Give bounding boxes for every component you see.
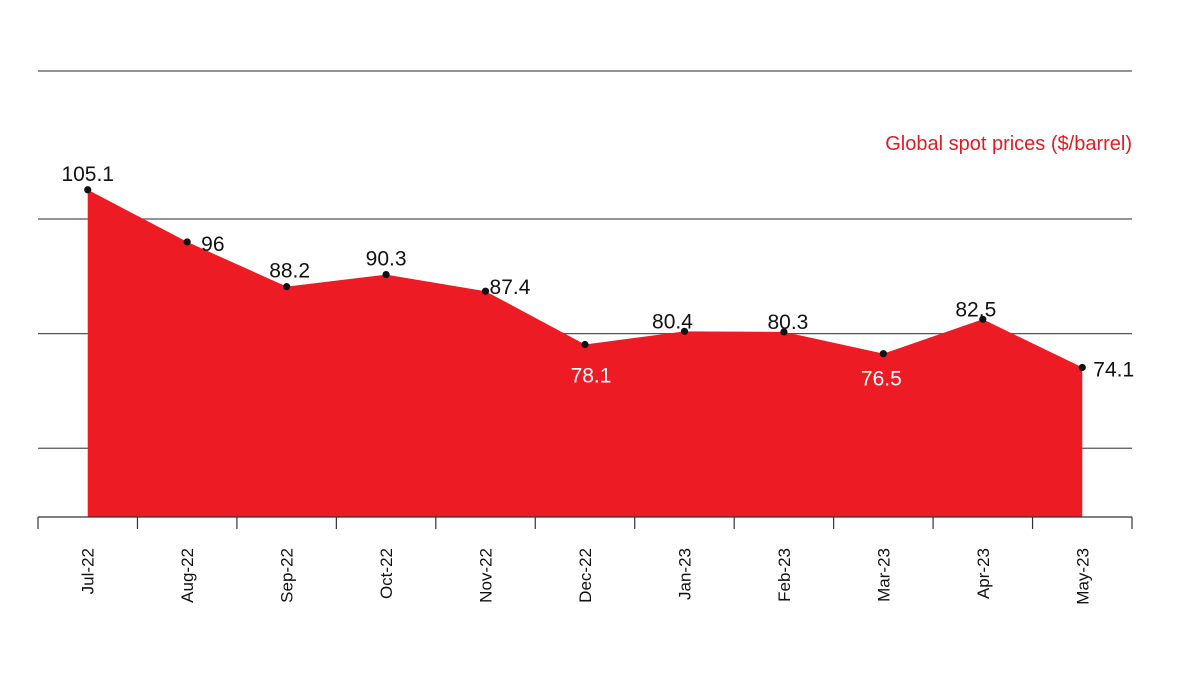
data-point	[581, 340, 589, 349]
series-title: Global spot prices ($/barrel)	[885, 133, 1132, 155]
data-label: 80.4	[652, 310, 693, 333]
x-tick-label: Sep-22	[278, 548, 297, 603]
data-point	[1078, 363, 1086, 372]
data-label: 96	[201, 233, 224, 256]
data-label: 74.1	[1093, 358, 1134, 381]
x-tick-label: Jan-23	[675, 548, 694, 600]
data-point	[283, 283, 291, 291]
data-point	[84, 186, 92, 194]
data-label: 78.1	[571, 365, 612, 388]
data-point	[382, 270, 390, 279]
x-tick-label: Oct-22	[377, 548, 396, 599]
x-tick-label: Feb-23	[775, 548, 794, 602]
x-tick-label: Nov-22	[477, 548, 496, 603]
x-tick-label: Jul-22	[79, 548, 98, 594]
data-label: 82.5	[955, 298, 996, 321]
x-tick-label: Mar-23	[874, 548, 893, 602]
data-point	[879, 350, 887, 358]
x-tick-label: May-23	[1073, 548, 1092, 605]
data-label: 90.3	[366, 248, 407, 271]
data-point	[780, 328, 788, 336]
area-fill	[87, 189, 1083, 517]
x-tick-label: Apr-23	[974, 548, 993, 599]
data-point	[183, 238, 191, 246]
data-label: 88.2	[269, 260, 310, 283]
data-label: 76.5	[861, 368, 902, 391]
data-label: 87.4	[490, 276, 531, 299]
data-point	[481, 287, 490, 295]
x-tick-label: Aug-22	[178, 548, 197, 603]
data-label: 105.1	[61, 163, 114, 186]
data-point	[979, 315, 987, 323]
data-point	[680, 327, 689, 335]
data-label: 80.3	[767, 311, 808, 334]
x-tick-label: Dec-22	[576, 548, 595, 603]
